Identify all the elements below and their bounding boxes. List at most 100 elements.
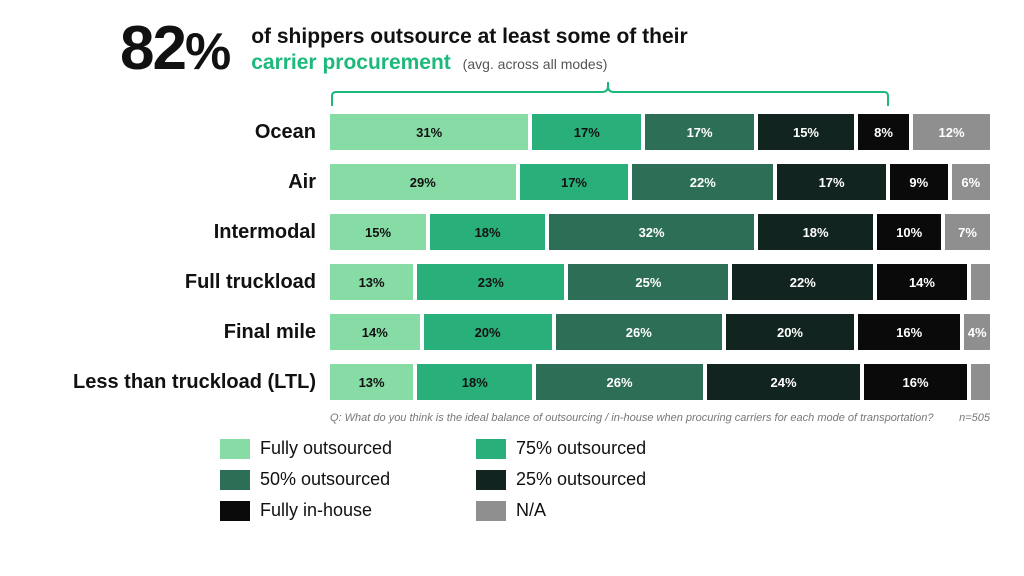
legend-swatch (476, 439, 506, 459)
bar-segment-na: 12% (913, 114, 990, 150)
legend-label: 75% outsourced (516, 438, 646, 459)
chart-row: Air29%17%22%17%9%6% (30, 162, 994, 202)
bar-segment-fully_outsourced: 29% (330, 164, 516, 200)
bar-segment-value: 16% (896, 325, 922, 340)
legend-swatch (220, 501, 250, 521)
bar-segment-value: 18% (462, 375, 488, 390)
bar-segment-value: 18% (475, 225, 501, 240)
bar-segment-value: 16% (903, 375, 929, 390)
row-label: Intermodal (30, 221, 330, 244)
legend-item: Fully outsourced (220, 438, 440, 459)
bar-segment-value: 17% (687, 125, 713, 140)
bar-segment-value: 32% (639, 225, 665, 240)
bar-segment-value: 4% (968, 325, 987, 340)
bar-segment-outsourced_50: 17% (645, 114, 754, 150)
legend-swatch (476, 470, 506, 490)
row-bars: 31% 17% 17% 15% 8% 12% (330, 114, 990, 150)
big-number-value: 82 (120, 14, 185, 83)
bar-segment-outsourced_50: 26% (536, 364, 702, 400)
bar-segment-outsourced_50: 22% (632, 164, 773, 200)
bar-segment-value: 15% (365, 225, 391, 240)
bar-segment-outsourced_75: 23% (417, 264, 564, 300)
legend-swatch (220, 470, 250, 490)
headline-line1: of shippers outsource at least some of t… (251, 25, 687, 48)
bar-segment-value: 9% (909, 175, 928, 190)
legend-swatch (476, 501, 506, 521)
legend-item: 25% outsourced (476, 469, 696, 490)
legend-item: 50% outsourced (220, 469, 440, 490)
footnote-n: n=505 (959, 412, 990, 424)
bar-segment-fully_outsourced: 14% (330, 314, 420, 350)
bar-segment-fully_outsourced: 13% (330, 364, 413, 400)
bar-segment-outsourced_25: 15% (758, 114, 854, 150)
legend-label: 50% outsourced (260, 469, 390, 490)
bar-segment-value: 12% (939, 125, 965, 140)
bar-segment-value: 24% (771, 375, 797, 390)
legend-item: N/A (476, 500, 696, 521)
bar-segment-value: 29% (410, 175, 436, 190)
footnote-question: Q: What do you think is the ideal balanc… (330, 412, 934, 424)
row-bars: 29%17%22%17%9%6% (330, 164, 990, 200)
chart-row: Less than truckload (LTL) 13% 18% 26% 24% 16% (30, 362, 994, 402)
bar-segment-outsourced_25: 24% (707, 364, 861, 400)
bar-segment-outsourced_50: 25% (568, 264, 728, 300)
bar-segment-value: 31% (416, 125, 442, 140)
bar-segment-value: 22% (690, 175, 716, 190)
headline-sub: (avg. across all modes) (463, 56, 608, 72)
bar-segment-outsourced_75: 17% (532, 114, 641, 150)
bar-segment-outsourced_25: 17% (777, 164, 886, 200)
bar-segment-value: 26% (626, 325, 652, 340)
bar-segment-outsourced_75: 20% (424, 314, 552, 350)
chart-row: Ocean31%17%17%15%8%12% (30, 112, 994, 152)
row-label: Air (30, 171, 330, 194)
bar-segment-value: 20% (777, 325, 803, 340)
bar-segment-na (971, 264, 990, 300)
legend-label: N/A (516, 500, 546, 521)
footnote: Q: What do you think is the ideal balanc… (30, 412, 990, 424)
bar-segment-value: 14% (362, 325, 388, 340)
bar-segment-value: 15% (793, 125, 819, 140)
bar-segment-fully_inhouse: 16% (864, 364, 966, 400)
bar-segment-na (971, 364, 990, 400)
bar-segment-fully_inhouse: 10% (877, 214, 941, 250)
bar-segment-na: 6% (952, 164, 990, 200)
bar-segment-outsourced_25: 18% (758, 214, 873, 250)
row-label: Less than truckload (LTL) (30, 371, 330, 394)
bar-segment-value: 17% (574, 125, 600, 140)
bar-segment-fully_inhouse: 9% (890, 164, 948, 200)
row-bars: 15%18%32%18%10%7% (330, 214, 990, 250)
bar-segment-outsourced_75: 18% (417, 364, 532, 400)
bar-segment-value: 8% (874, 125, 893, 140)
bar-segment-value: 26% (607, 375, 633, 390)
headline-text: of shippers outsource at least some of t… (251, 18, 687, 77)
bar-segment-fully_inhouse: 8% (858, 114, 909, 150)
bar-segment-value: 17% (819, 175, 845, 190)
legend-label: Fully in-house (260, 500, 372, 521)
bar-segment-na: 4% (964, 314, 990, 350)
legend-label: 25% outsourced (516, 469, 646, 490)
chart-row: Intermodal15%18%32%18%10%7% (30, 212, 994, 252)
row-label: Full truckload (30, 271, 330, 294)
percent-sign: % (185, 23, 229, 81)
bar-segment-fully_outsourced: 13% (330, 264, 413, 300)
legend-label: Fully outsourced (260, 438, 392, 459)
row-label: Final mile (30, 321, 330, 344)
bar-segment-fully_outsourced: 31% (330, 114, 528, 150)
bar-segment-na: 7% (945, 214, 990, 250)
bar-segment-outsourced_25: 22% (732, 264, 873, 300)
bar-segment-value: 14% (909, 275, 935, 290)
bar-segment-value: 25% (635, 275, 661, 290)
bracket-icon (330, 82, 890, 108)
bar-segment-fully_inhouse: 14% (877, 264, 967, 300)
bar-segment-value: 13% (359, 375, 385, 390)
bar-segment-fully_outsourced: 15% (330, 214, 426, 250)
bar-segment-fully_inhouse: 16% (858, 314, 960, 350)
bracket (30, 82, 994, 108)
row-bars: 14% 20% 26% 20% 16% 4% (330, 314, 990, 350)
bar-segment-value: 20% (475, 325, 501, 340)
bar-segment-outsourced_50: 26% (556, 314, 722, 350)
headline-big-number: 82% (120, 18, 229, 80)
bar-segment-outsourced_75: 18% (430, 214, 545, 250)
headline-accent: carrier procurement (251, 51, 451, 74)
legend-item: 75% outsourced (476, 438, 696, 459)
